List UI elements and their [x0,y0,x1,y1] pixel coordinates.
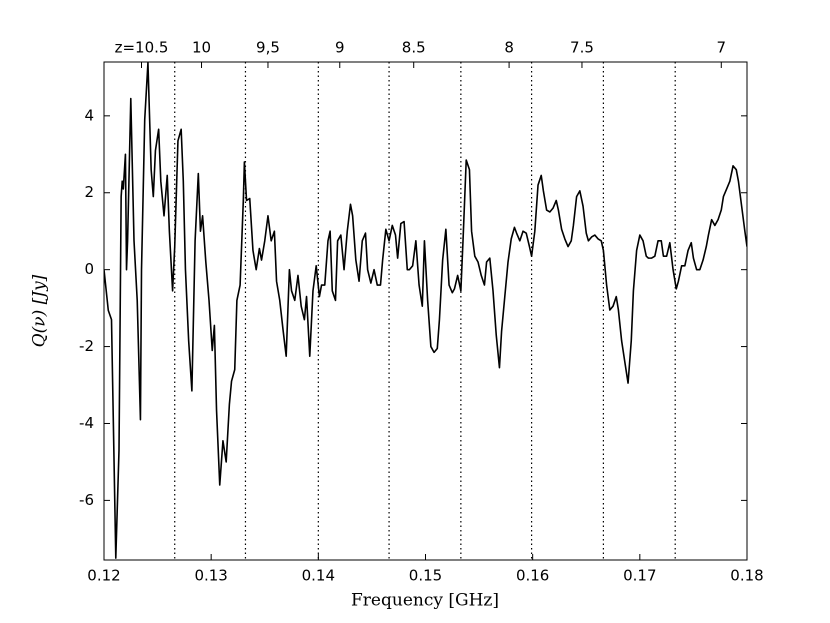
y-tick-label: 2 [84,183,94,201]
top-tick-label: 8 [504,39,514,57]
y-tick-label: -4 [79,414,94,432]
top-tick-label: z=10.5 [115,39,169,57]
x-tick-label: 0.14 [302,567,335,585]
x-tick-label: 0.16 [516,567,549,585]
y-tick-label: 0 [84,260,94,278]
y-tick-label: 4 [84,106,94,124]
data-line [104,62,747,559]
y-tick-label: -6 [79,491,94,509]
x-tick-label: 0.13 [194,567,227,585]
x-axis-label: Frequency [GHz] [351,591,499,611]
x-tick-label: 0.15 [409,567,442,585]
top-tick-label: 7.5 [570,39,594,57]
y-axis-label: Q(ν) [Jy] [30,274,50,347]
top-tick-label: 7 [717,39,727,57]
x-tick-label: 0.12 [87,567,120,585]
top-tick-label: 10 [192,39,211,57]
x-tick-label: 0.17 [623,567,656,585]
top-tick-label: 9,5 [256,39,280,57]
y-tick-label: -2 [79,337,94,355]
plot-frame [103,61,748,561]
top-tick-label: 8.5 [402,39,426,57]
x-tick-label: 0.18 [730,567,763,585]
top-tick-label: 9 [335,39,345,57]
